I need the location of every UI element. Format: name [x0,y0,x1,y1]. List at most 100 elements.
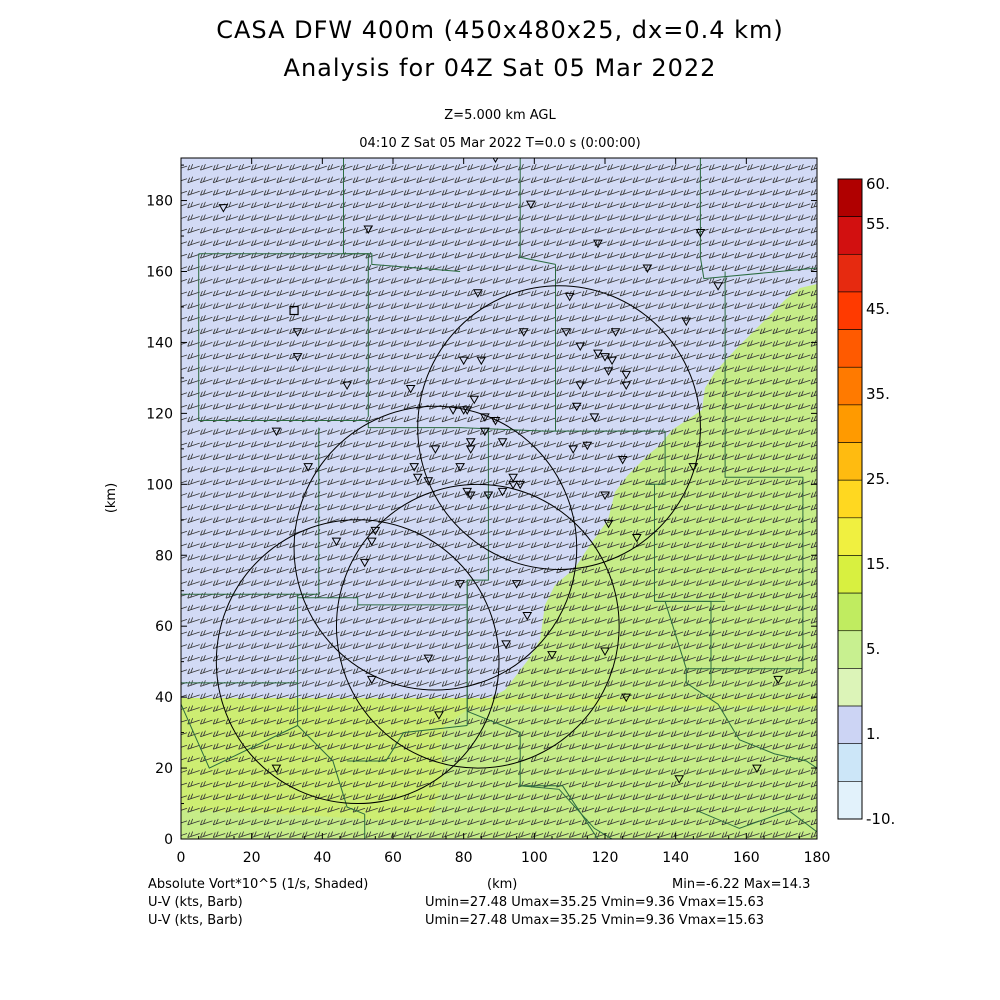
station-triangle [292,328,303,337]
y-tick-label: 60 [155,619,173,635]
county-line [686,682,817,769]
county-line [198,253,369,417]
station-triangle [568,445,579,454]
station-triangle [462,406,473,415]
x-axis: 0 20 40 60 80 100 120 140 160 180 [177,158,830,866]
plot-frame [180,157,818,840]
footer-field-label: Absolute Vort*10^5 (1/s, Shaded) [148,877,369,892]
station-triangle [600,353,610,362]
station-triangle [515,480,526,490]
station-triangle [490,416,501,426]
county-boundaries [181,158,817,839]
county-line [686,271,804,670]
station-square [289,305,299,316]
colorbar-segment [837,555,863,594]
station-triangle [448,406,458,415]
station-triangle [465,438,476,447]
colorbar-segment [837,517,863,556]
colorbar-segment [837,630,863,669]
radar-ring [335,483,620,769]
station-triangle [218,204,229,213]
station-triangle [370,526,381,536]
county-line [467,710,613,839]
colorbar-segment [837,178,863,217]
station-triangle [589,413,600,422]
station-triangle [366,537,377,547]
station-triangle [688,463,699,472]
colorbar-segment [837,291,863,330]
station-triangle [430,445,441,454]
colorbar-segment [837,781,863,820]
station-triangle [621,693,632,703]
station-triangle [483,491,494,500]
station-triangle [600,491,610,500]
y-tick-label: 180 [146,194,173,210]
colorbar-label: 45. [866,300,890,318]
wind-barbs [181,163,817,838]
station-triangle [465,445,476,454]
station-triangle [331,537,342,547]
station-triangle [752,764,762,774]
x-tick-label: 120 [592,850,619,866]
colorbar-frame [837,178,863,820]
y-axis: 0 20 40 60 80 100 120 140 160 180 [146,164,817,848]
station-triangle [465,491,476,500]
x-tick-label: 140 [662,850,689,866]
station-triangle [405,385,416,394]
station-triangle [508,473,518,483]
x-tick-label: 40 [313,850,331,866]
colorbar-segment [837,668,863,707]
station-triangle [575,381,586,391]
station-triangle [607,356,617,366]
station-triangle [412,473,423,483]
station-triangle [522,612,533,621]
station-triangle [480,427,490,437]
county-line [696,810,817,833]
station-triangle [511,580,522,589]
station-triangle [303,463,314,472]
radar-ring [293,405,578,691]
station-triangle [366,675,377,685]
station-triangle [292,353,303,362]
station-triangle [642,264,653,273]
x-tick-label: 20 [243,850,261,866]
colorbar-segment [837,479,863,519]
station-triangle [713,282,723,291]
map-area [181,158,817,839]
station-triangle [480,413,490,422]
station-triangle [561,328,571,337]
station-triangle [695,228,706,238]
y-tick-label: 100 [146,477,173,493]
station-triangle [342,381,352,391]
station-triangle [773,675,783,685]
x-tick-label: 80 [455,850,473,866]
county-line [654,600,712,683]
station-triangle [409,463,420,472]
county-line [297,725,365,815]
footer-uv-label-2: U-V (kts, Barb) [148,913,243,928]
colorbar-label: 15. [866,555,890,573]
county-line [664,601,687,683]
colorbar-segment [837,253,863,293]
colorbar-segment [837,705,863,745]
station-triangle [571,402,582,412]
station-triangle [497,438,508,447]
station-triangle [501,640,511,649]
time-label: 04:10 Z Sat 05 Mar 2022 T=0.0 s (0:00:00… [359,136,641,151]
station-triangle [472,289,483,298]
x-tick-label: 0 [177,850,186,866]
station-triangle [455,463,465,472]
footer-uv-range-1: Umin=27.48 Umax=35.25 Vmin=9.36 Vmax=15.… [425,895,765,910]
station-triangle [603,519,614,529]
station-triangle [681,317,692,327]
station-triangle [674,775,685,784]
y-tick-label: 80 [155,548,173,564]
colorbar-label: 1. [866,725,880,743]
y-tick-label: 160 [146,265,173,281]
y-tick-label: 40 [155,690,173,706]
county-line [181,682,299,769]
colorbar-segment [837,743,863,782]
station-triangle [547,651,557,660]
station-triangle [600,647,610,657]
colorbar-label: 60. [866,175,890,193]
